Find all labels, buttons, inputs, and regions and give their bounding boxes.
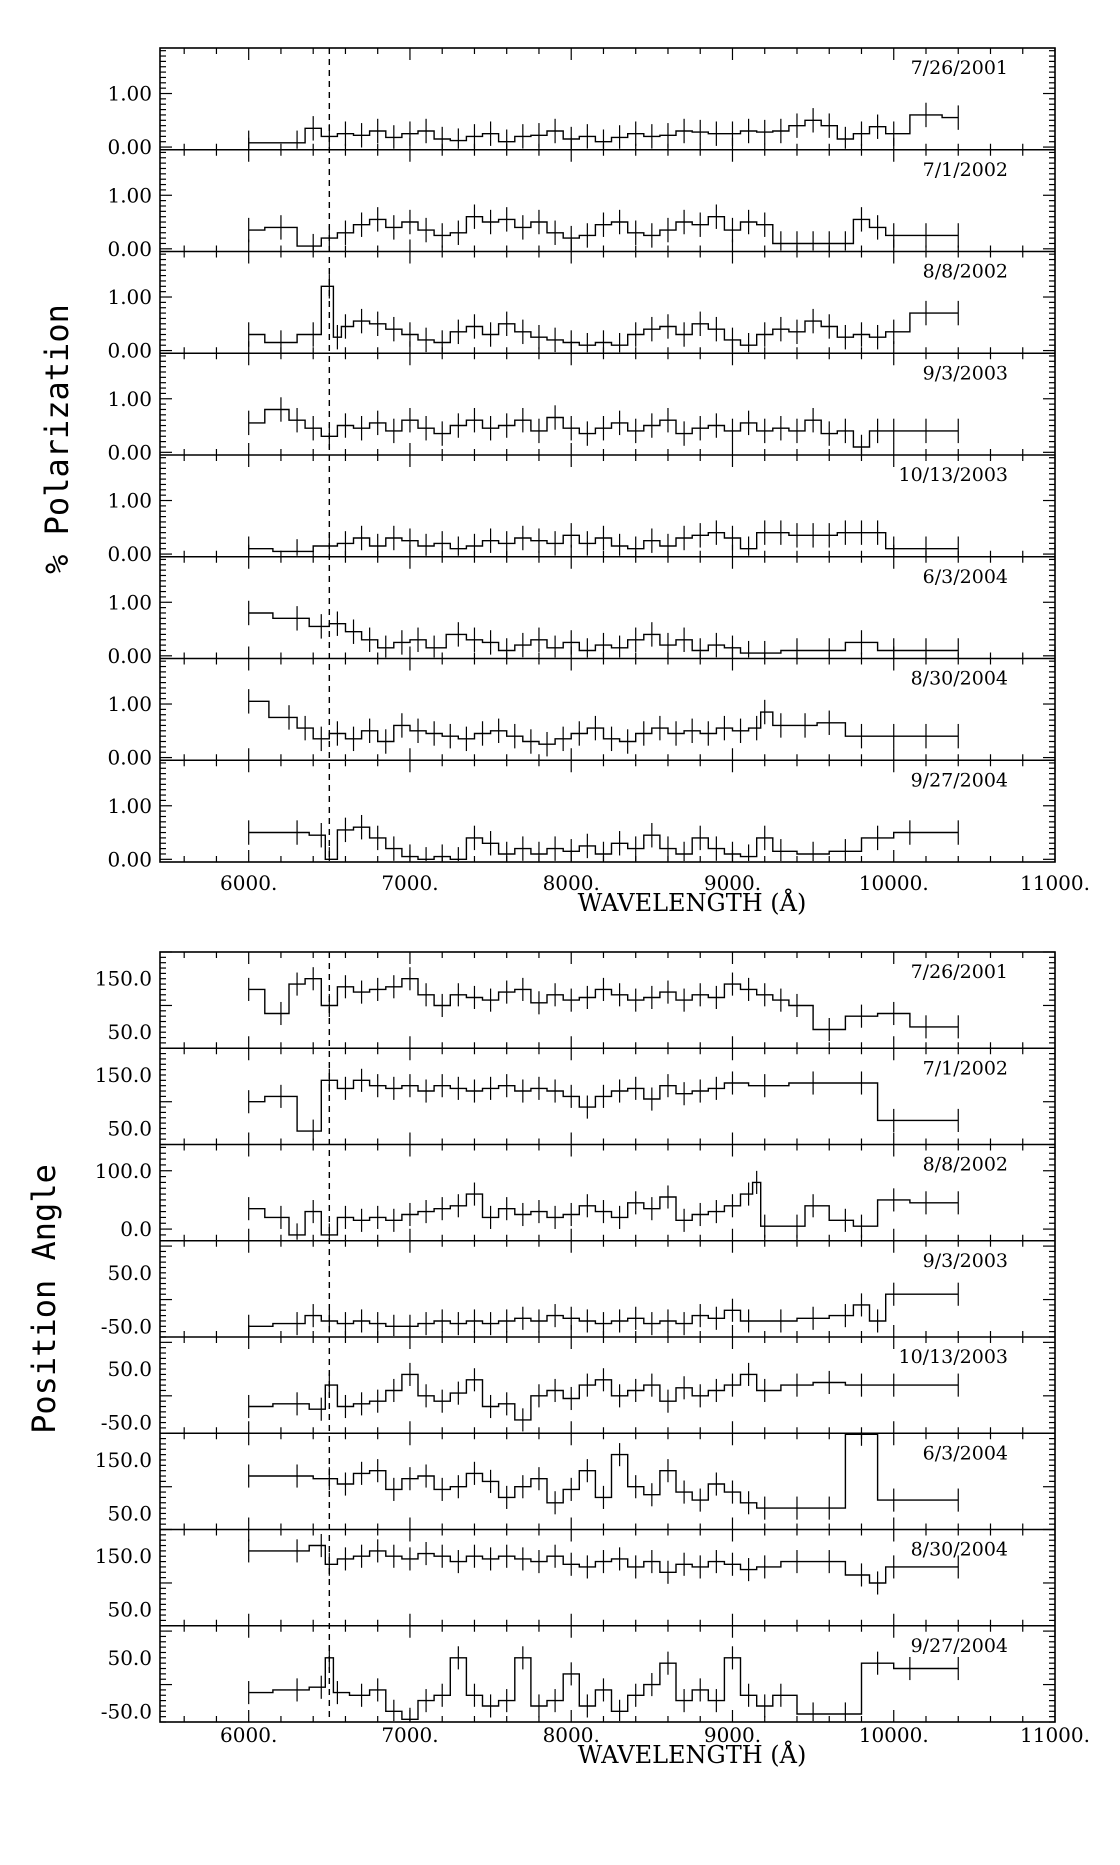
y-tick-label: 0.00 bbox=[107, 542, 152, 566]
y-tick-label: 50.0 bbox=[107, 1501, 152, 1525]
polarization-block: % Polarization WAVELENGTH (Å) 6000. 7000.… bbox=[38, 47, 1090, 917]
polarization-xlabel: WAVELENGTH (Å) bbox=[578, 888, 807, 917]
panel-date-label: 10/13/2003 bbox=[898, 464, 1008, 486]
y-tick-label: 0.00 bbox=[107, 237, 152, 261]
panel-date-label: 6/3/2004 bbox=[923, 1442, 1008, 1464]
panel-date-label: 7/1/2002 bbox=[923, 159, 1008, 181]
y-tick-label: 100.0 bbox=[95, 1159, 152, 1183]
panel-date-label: 6/3/2004 bbox=[923, 566, 1008, 588]
y-tick-label: 50.0 bbox=[107, 1646, 152, 1670]
series-line bbox=[248, 1433, 959, 1509]
y-tick-label: 0.00 bbox=[107, 847, 152, 871]
y-tick-label: 150.0 bbox=[95, 1063, 152, 1087]
y-tick-label: 50.0 bbox=[107, 1116, 152, 1140]
series-line bbox=[248, 978, 959, 1031]
y-tick-label: -50.0 bbox=[101, 1699, 152, 1723]
panel-date-label: 7/1/2002 bbox=[923, 1057, 1008, 1079]
series-line bbox=[248, 1293, 959, 1327]
panel-date-label: 9/3/2003 bbox=[923, 362, 1008, 384]
y-tick-label: 50.0 bbox=[107, 1261, 152, 1285]
x-tick-label: 8000. bbox=[543, 871, 600, 895]
series-line bbox=[248, 532, 959, 553]
y-tick-label: 0.00 bbox=[107, 135, 152, 159]
x-tick-label: 6000. bbox=[220, 1723, 277, 1747]
y-tick-label: 50.0 bbox=[107, 1357, 152, 1381]
panel-date-label: 7/26/2001 bbox=[911, 57, 1008, 79]
series-line bbox=[248, 408, 959, 448]
position-angle-ylabel: Position Angle bbox=[25, 1164, 63, 1434]
y-tick-label: -50.0 bbox=[101, 1411, 152, 1435]
x-tick-label: 7000. bbox=[381, 1723, 438, 1747]
series-line bbox=[248, 285, 959, 346]
panel-date-label: 10/13/2003 bbox=[898, 1346, 1008, 1368]
x-tick-label: 9000. bbox=[704, 871, 761, 895]
y-tick-label: 1.00 bbox=[107, 183, 152, 207]
x-tick-label: 11000. bbox=[1020, 871, 1090, 895]
position-angle-block: Position Angle WAVELENGTH (Å) 6000. 7000.… bbox=[25, 951, 1090, 1769]
y-tick-label: 1.00 bbox=[107, 590, 152, 614]
panel-date-label: 8/8/2002 bbox=[923, 261, 1008, 283]
y-tick-label: 50.0 bbox=[107, 1020, 152, 1044]
y-tick-label: 1.00 bbox=[107, 489, 152, 513]
y-tick-label: 1.00 bbox=[107, 285, 152, 309]
polarization-ylabel: % Polarization bbox=[38, 304, 76, 574]
x-tick-label: 6000. bbox=[220, 871, 277, 895]
x-tick-label: 11000. bbox=[1020, 1723, 1090, 1747]
y-tick-label: 0.0 bbox=[120, 1217, 152, 1241]
y-tick-label: 1.00 bbox=[107, 794, 152, 818]
y-tick-label: 0.00 bbox=[107, 746, 152, 770]
position-angle-xlabel: WAVELENGTH (Å) bbox=[578, 1740, 807, 1769]
panel-date-label: 9/27/2004 bbox=[911, 769, 1008, 791]
series-line bbox=[248, 612, 959, 654]
x-tick-label: 10000. bbox=[859, 1723, 929, 1747]
panel-date-label: 8/30/2004 bbox=[911, 1539, 1008, 1561]
x-tick-label: 9000. bbox=[704, 1723, 761, 1747]
panel-date-label: 8/30/2004 bbox=[911, 668, 1008, 690]
panel-date-label: 9/3/2003 bbox=[923, 1250, 1008, 1272]
y-tick-label: 1.00 bbox=[107, 692, 152, 716]
x-tick-label: 8000. bbox=[543, 1723, 600, 1747]
y-tick-label: 0.00 bbox=[107, 440, 152, 464]
series-line bbox=[248, 1657, 959, 1720]
series-line bbox=[248, 1544, 959, 1584]
y-tick-label: 150.0 bbox=[95, 1448, 152, 1472]
y-tick-label: 1.00 bbox=[107, 387, 152, 411]
y-tick-label: 150.0 bbox=[95, 1544, 152, 1568]
y-tick-label: 50.0 bbox=[107, 1598, 152, 1622]
y-tick-label: 150.0 bbox=[95, 967, 152, 991]
x-tick-label: 10000. bbox=[859, 871, 929, 895]
x-tick-label: 7000. bbox=[381, 871, 438, 895]
y-tick-label: 1.00 bbox=[107, 82, 152, 106]
y-tick-label: 0.00 bbox=[107, 339, 152, 363]
y-tick-label: -50.0 bbox=[101, 1314, 152, 1338]
y-tick-label: 0.00 bbox=[107, 644, 152, 668]
panel-date-label: 8/8/2002 bbox=[923, 1154, 1008, 1176]
panel-date-label: 7/26/2001 bbox=[911, 961, 1008, 983]
panel-date-label: 9/27/2004 bbox=[911, 1635, 1008, 1657]
